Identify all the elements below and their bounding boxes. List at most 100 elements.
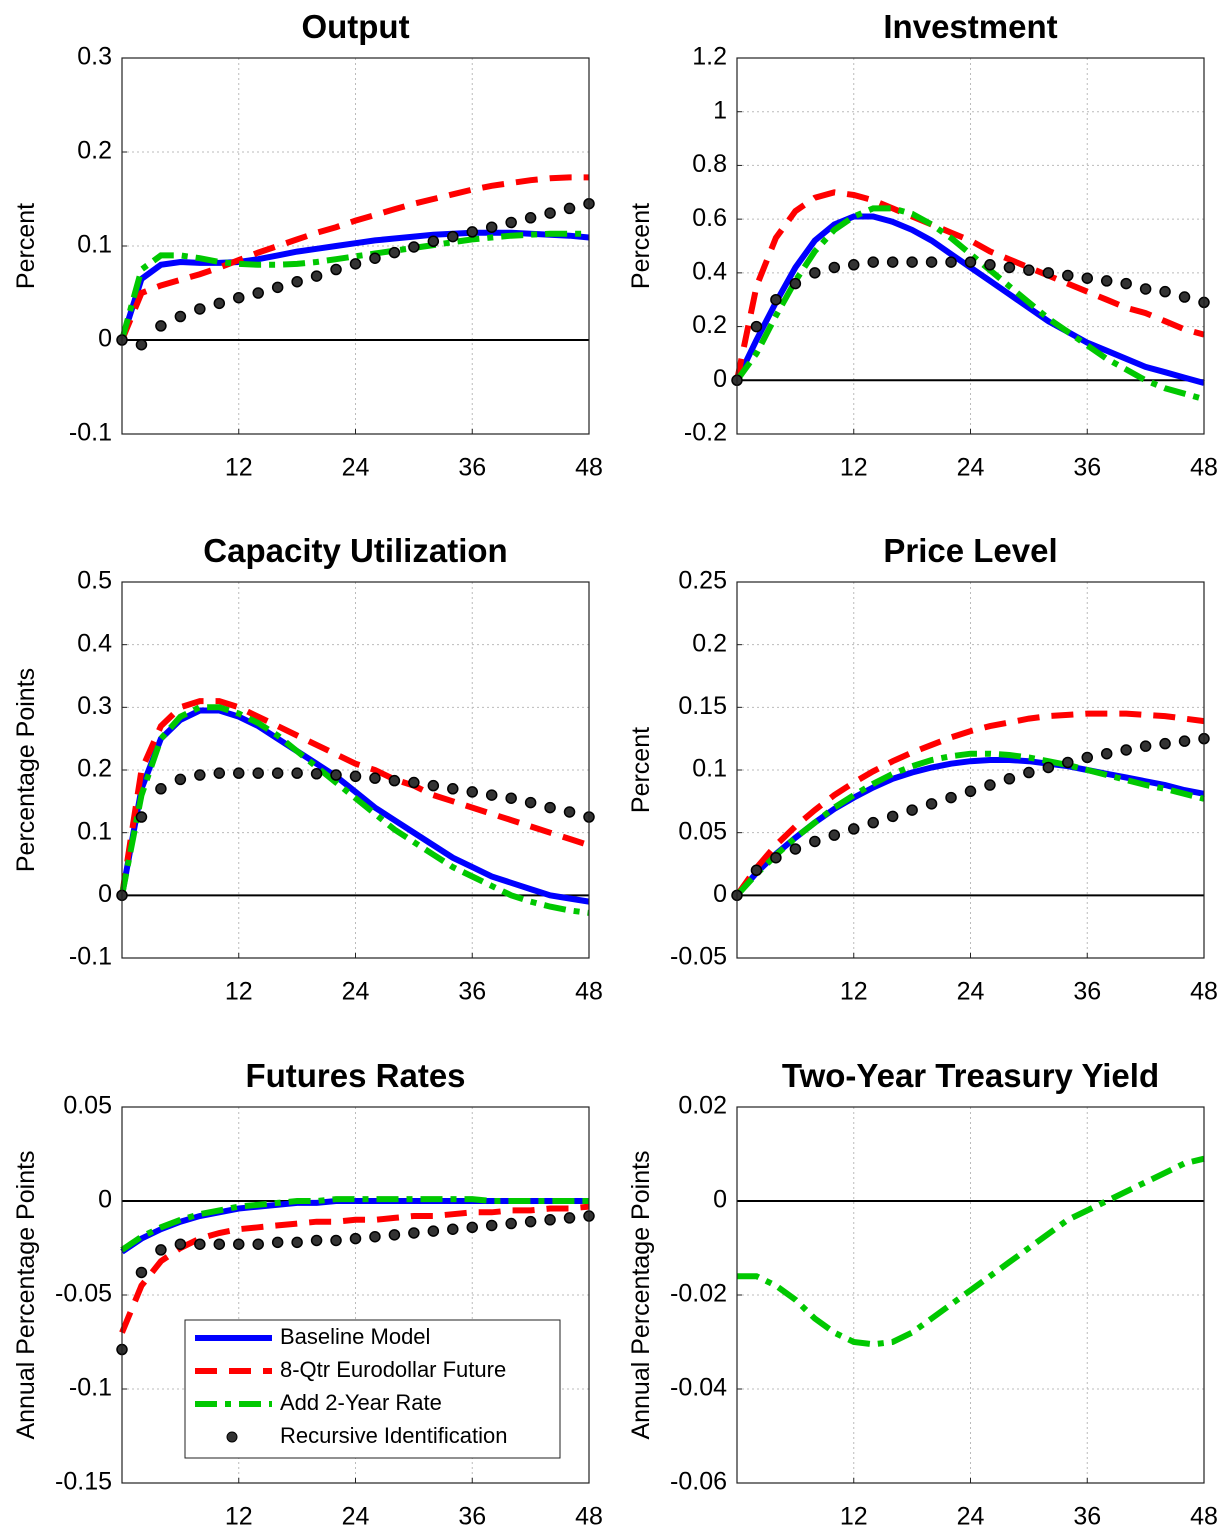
data-point xyxy=(1003,773,1016,785)
data-point xyxy=(750,320,763,333)
data-point xyxy=(388,1229,401,1241)
y-tick-label: -0.2 xyxy=(684,419,727,447)
series-line xyxy=(119,704,590,916)
data-point xyxy=(544,801,556,814)
y-tick-label: 0.1 xyxy=(77,231,112,259)
data-point xyxy=(233,1238,245,1250)
subplot: Futures Rates Annual Percentage Points 12 2… xyxy=(12,1057,603,1531)
y-axis-label: Percent xyxy=(627,727,655,813)
data-point xyxy=(349,1232,362,1245)
data-point xyxy=(1023,264,1035,276)
y-tick-label: 0.4 xyxy=(692,257,727,285)
y-axis-label: Annual Percentage Points xyxy=(627,1150,655,1439)
data-point xyxy=(330,1234,342,1247)
data-point xyxy=(1100,275,1113,287)
y-tick-label: 0.05 xyxy=(63,1092,112,1120)
x-tick-label: 36 xyxy=(1073,1503,1101,1531)
data-point xyxy=(925,798,938,810)
y-tick-label: -0.1 xyxy=(69,419,112,447)
series-line xyxy=(734,189,1205,381)
data-point xyxy=(330,769,342,781)
data-point xyxy=(233,767,245,779)
y-tick-label: 0.2 xyxy=(77,137,112,165)
y-tick-label: 0.4 xyxy=(77,629,112,657)
y-tick-label: -0.15 xyxy=(55,1468,112,1496)
y-axis-label: Percent xyxy=(12,203,40,289)
y-tick-label: 0 xyxy=(98,325,112,353)
y-tick-label: -0.05 xyxy=(55,1280,112,1308)
data-point xyxy=(271,281,284,294)
data-point xyxy=(1178,735,1191,747)
data-point xyxy=(563,1212,576,1224)
series-line xyxy=(734,205,1205,402)
data-point xyxy=(945,791,957,804)
x-tick-label: 48 xyxy=(1190,454,1218,482)
series-line xyxy=(119,698,590,896)
data-point xyxy=(349,770,362,783)
data-point xyxy=(135,811,148,823)
series-line xyxy=(119,174,589,342)
data-point xyxy=(252,1238,264,1250)
data-point xyxy=(524,1215,537,1228)
data-point xyxy=(291,1236,303,1249)
data-point xyxy=(867,816,879,829)
data-point xyxy=(310,1234,323,1247)
data-point xyxy=(388,246,401,259)
data-point xyxy=(369,1230,381,1243)
subplot-title: Capacity Utilization xyxy=(203,532,507,569)
axes-box xyxy=(736,1106,1205,1484)
data-point xyxy=(213,767,226,779)
data-point xyxy=(1042,761,1055,774)
series-line xyxy=(120,1196,589,1253)
y-tick-label: -0.02 xyxy=(670,1280,727,1308)
data-point xyxy=(485,1219,498,1232)
data-point xyxy=(213,1238,226,1250)
data-point xyxy=(1139,740,1152,752)
data-point xyxy=(252,767,264,779)
x-tick-label: 12 xyxy=(840,454,868,482)
y-tick-label: 0 xyxy=(98,1186,112,1214)
x-tick-label: 12 xyxy=(840,978,868,1006)
data-point xyxy=(848,823,860,835)
data-point xyxy=(408,241,420,253)
x-tick-label: 48 xyxy=(1190,978,1218,1006)
axes-box xyxy=(121,57,590,435)
data-point xyxy=(1159,737,1171,750)
subplot: Price Level Percent 12 24 36 48 -0.05 0 0.05 0.1 0… xyxy=(627,532,1218,1006)
data-point xyxy=(174,1238,187,1250)
data-point xyxy=(964,256,977,268)
data-point xyxy=(291,275,303,288)
data-point xyxy=(233,291,245,304)
data-point xyxy=(544,207,556,219)
data-point xyxy=(427,235,440,248)
y-axis-label: Annual Percentage Points xyxy=(12,1150,40,1439)
data-point xyxy=(349,258,362,270)
data-point xyxy=(906,256,918,268)
legend-box xyxy=(184,1319,561,1459)
axes-box xyxy=(736,57,1205,435)
data-point xyxy=(194,303,206,315)
y-tick-label: 0 xyxy=(713,880,727,908)
subplot-title: Price Level xyxy=(883,532,1057,569)
y-axis-label: Percent xyxy=(627,203,655,289)
data-point xyxy=(447,783,459,795)
subplot-title: Output xyxy=(301,8,409,45)
y-tick-label: 0 xyxy=(713,365,727,393)
series-line xyxy=(119,1203,590,1334)
data-point xyxy=(427,1225,440,1237)
x-tick-label: 48 xyxy=(575,978,603,1006)
x-tick-label: 24 xyxy=(342,978,370,1006)
data-point xyxy=(848,259,860,271)
x-tick-label: 36 xyxy=(458,1503,486,1531)
data-point xyxy=(828,829,841,841)
data-point xyxy=(964,785,977,798)
data-point xyxy=(213,297,226,310)
x-tick-label: 24 xyxy=(957,454,985,482)
data-point xyxy=(252,287,264,299)
data-point xyxy=(524,212,537,224)
subplot-title: Investment xyxy=(883,8,1057,45)
data-point xyxy=(1023,766,1035,779)
y-tick-label: 0.3 xyxy=(77,43,112,71)
data-point xyxy=(563,202,576,215)
